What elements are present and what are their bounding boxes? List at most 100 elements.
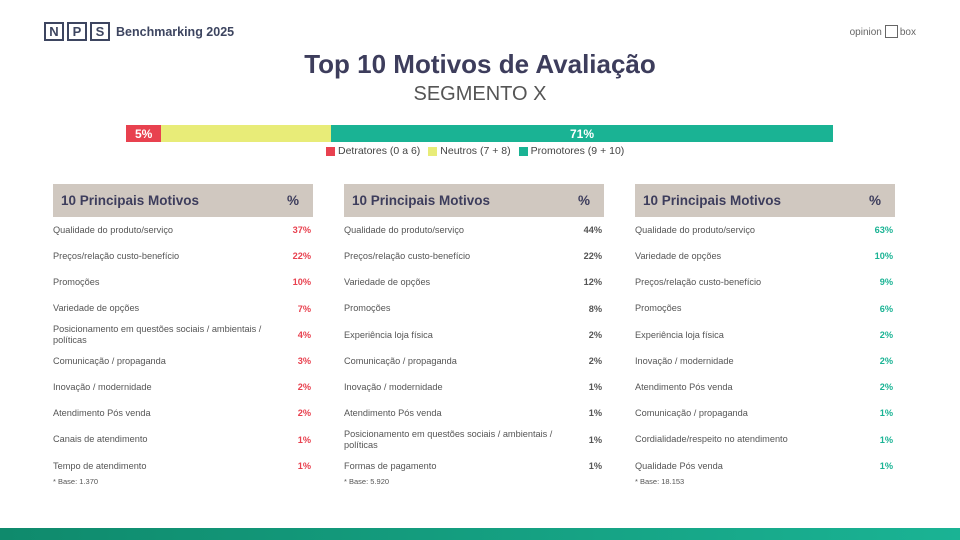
legend-item: Detratores (0 a 6) (326, 145, 420, 157)
table-row: Comunicação / propaganda 3% (53, 348, 313, 374)
table-row: Formas de pagamento 1% (344, 453, 604, 479)
bar-segment-promotores: 71% (331, 125, 833, 142)
row-label: Promoções (344, 303, 391, 314)
row-label: Preços/relação custo-benefício (53, 251, 180, 262)
legend-swatch (518, 146, 528, 156)
row-label: Canais de atendimento (53, 434, 148, 445)
row-pct: 1% (588, 434, 602, 445)
row-pct: 10% (874, 251, 893, 262)
row-pct: 37% (292, 225, 311, 236)
nps-logo: N P S Benchmarking 2025 (44, 22, 234, 41)
row-pct: 22% (583, 251, 602, 262)
page-subtitle: SEGMENTO X (413, 83, 547, 105)
brand-left: opinion (849, 27, 882, 38)
table-row: Promoções 10% (53, 269, 313, 295)
table-row: Comunicação / propaganda 1% (635, 400, 895, 426)
table-row: Variedade de opções 7% (53, 296, 313, 322)
row-pct: 44% (583, 225, 602, 236)
row-label: Inovação / modernidade (344, 381, 443, 392)
table-row: Preços/relação custo-benefício 9% (635, 269, 895, 295)
row-pct: 7% (297, 303, 311, 314)
row-pct: 3% (297, 356, 311, 367)
row-label: Experiência loja física (635, 329, 724, 340)
row-label: Qualidade do produto/serviço (635, 224, 756, 235)
table-row: Inovação / modernidade 1% (344, 374, 604, 400)
row-pct: 1% (879, 460, 893, 471)
header-pct: % (868, 193, 881, 208)
row-pct: 1% (297, 460, 311, 471)
brand-square-icon (884, 25, 898, 38)
row-pct: 2% (588, 329, 602, 340)
row-label: Qualidade do produto/serviço (344, 224, 465, 235)
table-row: Cordialidade/respeito no atendimento 1% (635, 427, 895, 453)
row-label: Comunicação / propaganda (53, 355, 166, 366)
row-label: Promoções (635, 303, 682, 314)
logo-letter-p: P (67, 22, 87, 41)
row-pct: 2% (588, 356, 602, 367)
opinion-box-logo: opinion box (850, 25, 916, 38)
row-pct: 2% (879, 356, 893, 367)
page-title: Top 10 Motivos de Avaliação (304, 49, 656, 79)
header-pct: % (577, 193, 590, 208)
row-label: Comunicação / propaganda (635, 408, 748, 419)
row-pct: 1% (879, 408, 893, 419)
row-label: Cordialidade/respeito no atendimento (635, 434, 788, 445)
bar-segment-neutros (161, 125, 332, 142)
table-row: Promoções 6% (635, 296, 895, 322)
row-label: Qualidade do produto/serviço (53, 224, 174, 235)
table-base-note: * Base: 5.920 (344, 476, 390, 486)
row-label: Preços/relação custo-benefício (344, 251, 471, 262)
table-row: Qualidade do produto/serviço 44% (344, 217, 604, 243)
row-label: Promoções (53, 277, 100, 288)
bar-segment-detratores: 5% (126, 125, 162, 142)
table-row: Tempo de atendimento 1% (53, 453, 313, 479)
table-row: Variedade de opções 12% (344, 269, 604, 295)
logo-letter-s: S (90, 22, 110, 41)
table-row: Promoções 8% (344, 296, 604, 322)
row-pct: 9% (879, 277, 893, 288)
row-label: Posicionamento em questões sociais / amb… (344, 429, 553, 450)
legend-item: Promotores (9 + 10) (518, 145, 625, 157)
logo-text: Benchmarking 2025 (116, 24, 235, 39)
row-pct: 4% (297, 329, 311, 340)
row-pct: 8% (588, 303, 602, 314)
table-row: Atendimento Pós venda 2% (635, 374, 895, 400)
legend-label: Promotores (9 + 10) (530, 145, 625, 157)
row-label: Atendimento Pós venda (635, 381, 733, 392)
row-pct: 12% (583, 277, 602, 288)
table-row: Inovação / modernidade 2% (635, 348, 895, 374)
row-label: Variedade de opções (53, 303, 140, 314)
table-row: Qualidade Pós venda 1% (635, 453, 895, 479)
table-row: Variedade de opções 10% (635, 243, 895, 269)
row-pct: 1% (588, 382, 602, 393)
table-row: Qualidade do produto/serviço 37% (53, 217, 313, 243)
header-motivos: 10 Principais Motivos (643, 193, 782, 208)
row-pct: 1% (588, 408, 602, 419)
header-motivos: 10 Principais Motivos (352, 193, 491, 208)
row-pct: 2% (879, 329, 893, 340)
row-pct: 6% (879, 303, 893, 314)
row-pct: 1% (879, 434, 893, 445)
legend-swatch (326, 146, 335, 156)
legend-label: Detratores (0 a 6) (338, 145, 421, 157)
table-detratores: 10 Principais Motivos% Qualidade do produ… (53, 184, 313, 486)
table-base-note: * Base: 1.370 (53, 476, 99, 486)
brand-right: box (899, 27, 916, 38)
row-label: Inovação / modernidade (53, 381, 152, 392)
row-label: Atendimento Pós venda (344, 408, 442, 419)
row-label: Posicionamento em questões sociais / amb… (53, 324, 262, 345)
row-label: Preços/relação custo-benefício (635, 277, 762, 288)
header-pct: % (286, 193, 299, 208)
row-pct: 2% (297, 408, 311, 419)
legend-swatch (428, 146, 438, 156)
row-label: Inovação / modernidade (635, 355, 734, 366)
row-pct: 2% (879, 382, 893, 393)
header-motivos: 10 Principais Motivos (61, 193, 200, 208)
table-row: Qualidade do produto/serviço 63% (635, 217, 895, 243)
row-pct: 10% (292, 277, 311, 288)
row-label: Qualidade Pós venda (635, 460, 723, 471)
table-row: Atendimento Pós venda 1% (344, 400, 604, 426)
table-base-note: * Base: 18.153 (635, 476, 685, 486)
table-row: Experiência loja física 2% (635, 322, 895, 348)
row-label: Atendimento Pós venda (53, 408, 151, 419)
